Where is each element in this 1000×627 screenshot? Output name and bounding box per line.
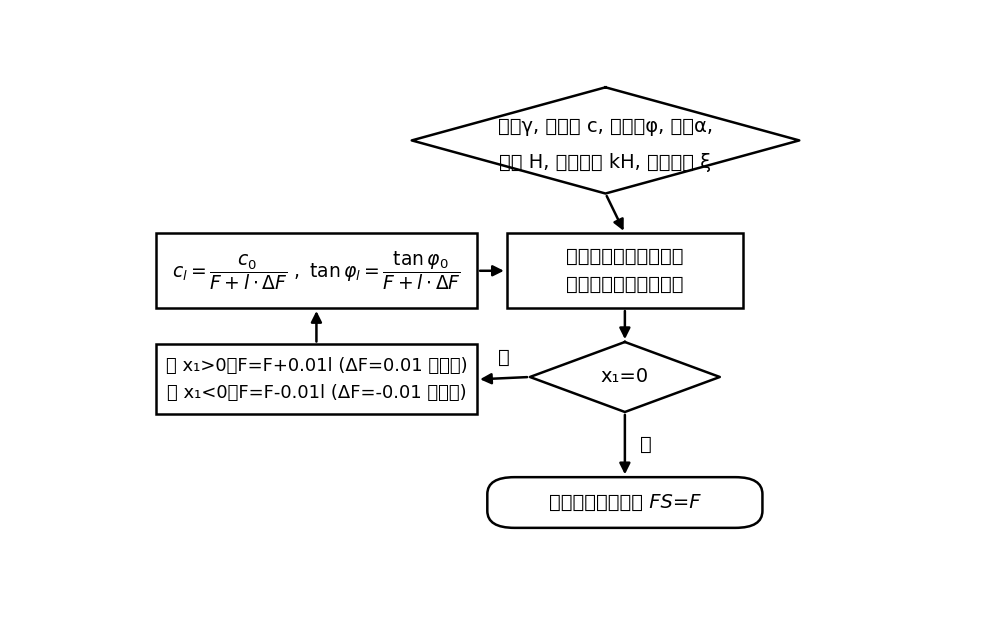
Bar [507, 233, 743, 308]
FancyBboxPatch shape [487, 477, 762, 528]
Text: x₁=0: x₁=0 [601, 367, 649, 386]
Text: 否: 否 [498, 349, 509, 367]
Text: 当 x₁<0，F=F-0.01l (ΔF=-0.01 为负值): 当 x₁<0，F=F-0.01l (ΔF=-0.01 为负值) [167, 384, 466, 402]
Text: 是: 是 [640, 435, 652, 454]
Text: 求得动力安全系数 FS=F: 求得动力安全系数 FS=F [549, 493, 701, 512]
Text: $c_l = \dfrac{c_0}{F+l \cdot \Delta F}$$\ ,\ $$\tan\varphi_l = \dfrac{\tan\varph: $c_l = \dfrac{c_0}{F+l \cdot \Delta F}$$… [172, 250, 461, 292]
Bar [156, 344, 477, 414]
Polygon shape [412, 87, 799, 194]
Bar [156, 233, 477, 308]
Polygon shape [530, 342, 720, 412]
Text: 容重γ, 粘聚力 c, 摩擦角φ, 坡角α,: 容重γ, 粘聚力 c, 摩擦角φ, 坡角α, [498, 117, 713, 137]
Text: 当 x₁>0，F=F+0.01l (ΔF=0.01 为正值): 当 x₁>0，F=F+0.01l (ΔF=0.01 为正值) [166, 357, 467, 375]
Text: 地震作用下的滑移线场: 地震作用下的滑移线场 [566, 247, 684, 266]
Text: 计算动力极限坡面曲线: 计算动力极限坡面曲线 [566, 275, 684, 294]
Text: 坡高 H, 地震系数 kH, 比例系数 ξ: 坡高 H, 地震系数 kH, 比例系数 ξ [499, 152, 712, 172]
